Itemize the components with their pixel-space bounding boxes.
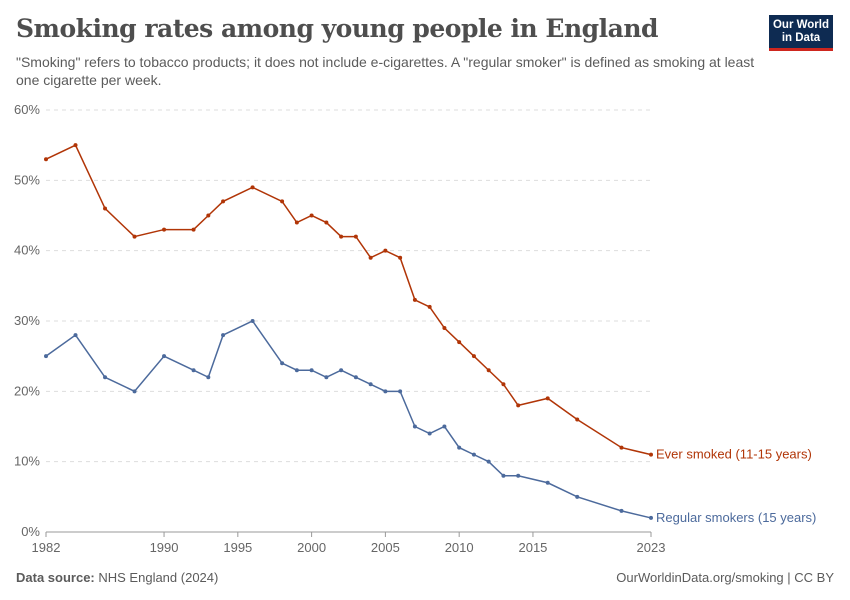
y-tick-label: 20% — [14, 383, 40, 398]
data-point — [44, 157, 48, 162]
chart-subtitle: "Smoking" refers to tobacco products; it… — [16, 54, 755, 88]
data-point — [353, 375, 358, 380]
data-point — [516, 403, 521, 408]
data-point — [412, 297, 417, 302]
data-point — [162, 354, 167, 359]
series-line — [45, 320, 652, 519]
data-point — [457, 340, 462, 345]
data-point — [191, 227, 196, 232]
data-point — [368, 382, 373, 387]
data-point — [442, 326, 447, 331]
data-point — [44, 354, 48, 359]
data-point — [619, 508, 624, 513]
x-tick-label: 2000 — [297, 540, 326, 555]
data-point — [486, 459, 491, 464]
data-point — [383, 389, 388, 394]
data-point — [73, 143, 78, 148]
data-point — [471, 452, 476, 457]
data-point — [486, 368, 491, 373]
data-point — [280, 199, 285, 204]
y-tick-label: 40% — [14, 243, 40, 258]
chart-title: Smoking rates among young people in Engl… — [16, 14, 658, 43]
series-line — [45, 144, 652, 456]
data-point — [103, 206, 108, 211]
data-point — [471, 354, 476, 359]
series-label: Regular smokers (15 years) — [656, 510, 816, 525]
x-tick-label: 1982 — [32, 540, 61, 555]
data-point — [250, 185, 255, 190]
data-point — [501, 473, 506, 478]
y-tick-label: 60% — [14, 102, 40, 117]
owid-logo[interactable]: Our World in Data — [769, 15, 833, 51]
data-point — [162, 227, 167, 232]
data-point — [339, 368, 344, 373]
data-point — [575, 494, 580, 499]
data-point — [649, 515, 653, 520]
data-point — [221, 333, 226, 338]
data-point — [427, 304, 432, 309]
data-point — [457, 445, 462, 450]
y-tick-label: 0% — [21, 524, 40, 539]
data-point — [206, 375, 211, 380]
data-point — [398, 255, 403, 260]
source-value[interactable]: NHS England (2024) — [98, 570, 219, 585]
x-tick-label: 1990 — [150, 540, 179, 555]
y-tick-label: 50% — [14, 172, 40, 187]
data-point — [132, 389, 137, 394]
x-tick-label: 2015 — [518, 540, 547, 555]
data-point — [545, 396, 550, 401]
data-point — [309, 368, 314, 373]
data-point — [398, 389, 403, 394]
data-point — [206, 213, 211, 218]
y-tick-label: 30% — [14, 313, 40, 328]
x-tick-label: 2023 — [637, 540, 666, 555]
data-point — [442, 424, 447, 429]
series-label: Ever smoked (11-15 years) — [656, 447, 812, 462]
data-point — [516, 473, 521, 478]
data-point — [324, 220, 329, 225]
data-point — [73, 333, 78, 338]
data-point — [619, 445, 624, 450]
credit[interactable]: OurWorldinData.org/smoking | CC BY — [616, 570, 834, 585]
data-point — [103, 375, 108, 380]
source-label: Data source: — [16, 570, 95, 585]
data-source: Data source: NHS England (2024) — [16, 570, 218, 585]
data-point — [501, 382, 506, 387]
data-point — [221, 199, 226, 204]
data-point — [339, 234, 344, 239]
data-point — [280, 361, 285, 366]
data-point — [324, 375, 329, 380]
x-tick-label: 1995 — [223, 540, 252, 555]
data-point — [294, 220, 299, 225]
data-point — [575, 417, 580, 422]
data-point — [412, 424, 417, 429]
y-tick-label: 10% — [14, 454, 40, 469]
x-tick-label: 2010 — [445, 540, 474, 555]
data-point — [368, 255, 373, 260]
data-point — [250, 319, 255, 323]
x-tick-label: 2005 — [371, 540, 400, 555]
data-point — [294, 368, 299, 373]
data-point — [309, 213, 314, 218]
data-point — [191, 368, 196, 373]
data-point — [427, 431, 432, 436]
data-point — [132, 234, 137, 239]
data-point — [545, 480, 550, 485]
data-point — [649, 452, 653, 457]
data-point — [383, 248, 388, 253]
data-point — [353, 234, 358, 239]
